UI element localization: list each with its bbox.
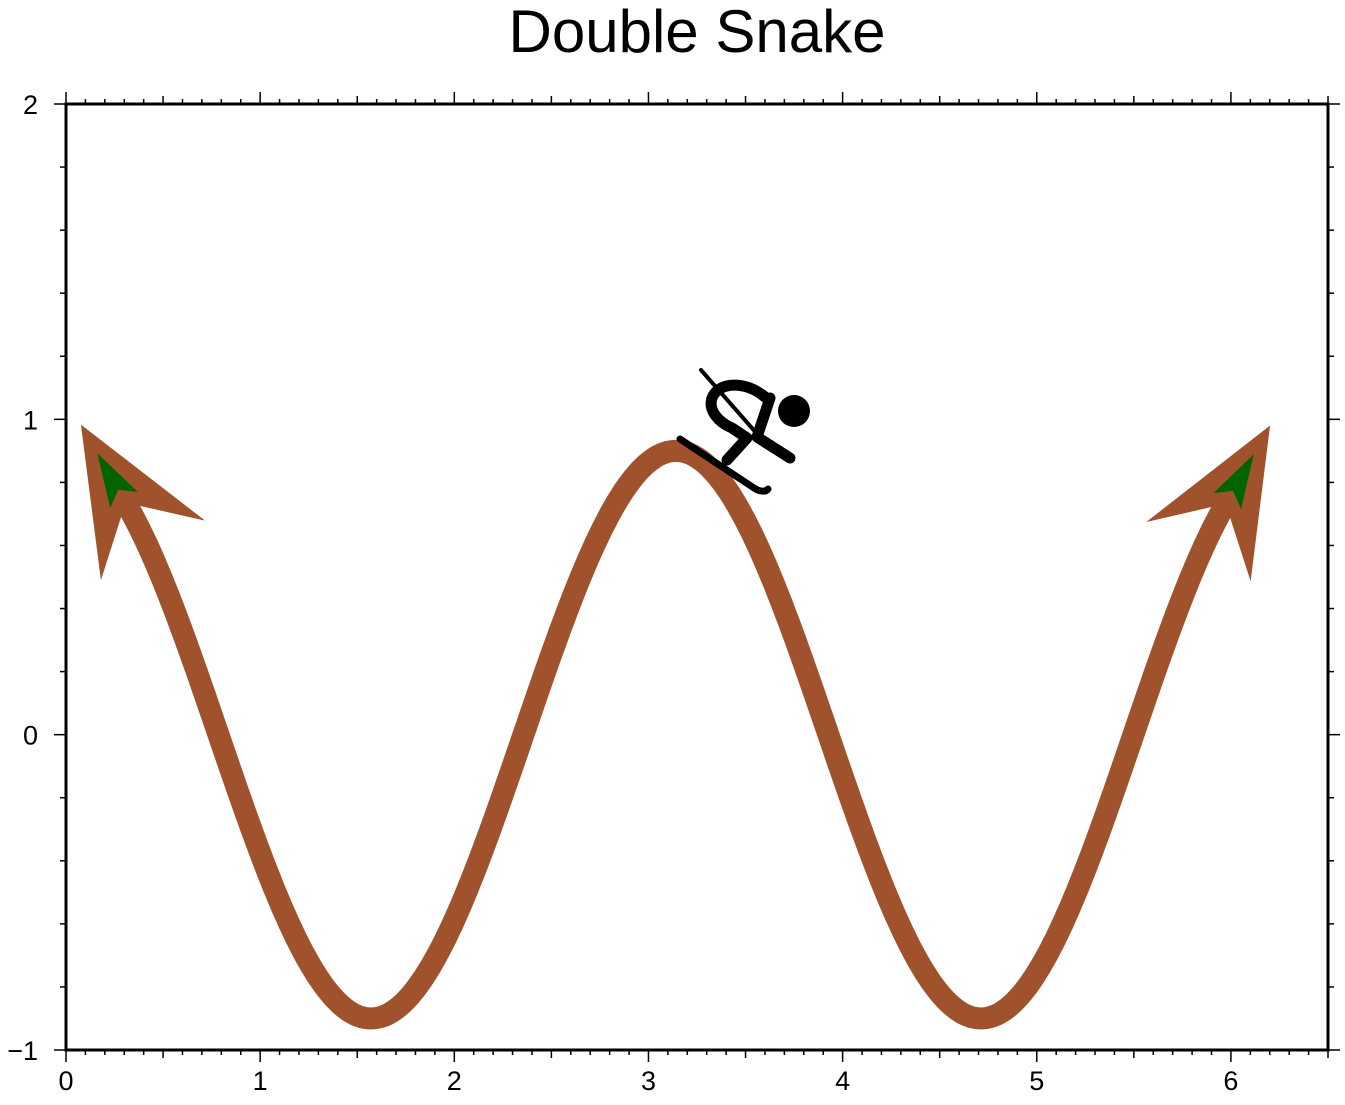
y-tick-label: −1 — [7, 1036, 38, 1066]
arrowhead-outer — [1146, 425, 1271, 582]
y-tick-label: 2 — [23, 90, 38, 120]
plot-frame — [64, 102, 1330, 1052]
x-tick-label: 6 — [1223, 1066, 1238, 1096]
x-tick-label: 2 — [447, 1066, 462, 1096]
axis-ticks — [54, 92, 1340, 1062]
skier-icon — [676, 368, 810, 495]
axis-tick-labels: 0 1 2 3 4 5 6 −1 0 1 2 — [7, 90, 1238, 1096]
arrowhead-inner — [97, 453, 139, 509]
x-tick-label: 3 — [641, 1066, 656, 1096]
x-tick-label: 1 — [253, 1066, 268, 1096]
x-tick-label: 5 — [1029, 1066, 1044, 1096]
x-tick-label: 0 — [58, 1066, 73, 1096]
arrowhead-inner — [1213, 454, 1254, 510]
x-tick-label: 4 — [835, 1066, 850, 1096]
y-tick-label: 1 — [23, 405, 38, 435]
chart-title: Double Snake — [509, 0, 886, 65]
series-layer — [117, 439, 1235, 1030]
arrowheads — [80, 424, 1271, 582]
arrowhead-outer — [80, 424, 206, 581]
series-line — [117, 439, 1235, 1030]
y-tick-label: 0 — [23, 721, 38, 751]
